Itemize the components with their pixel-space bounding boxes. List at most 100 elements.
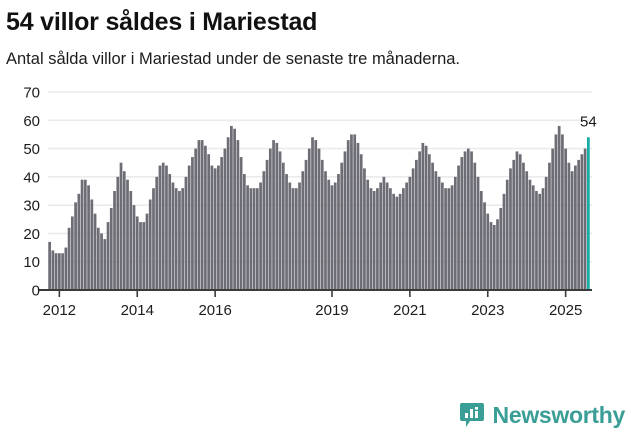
bar[interactable] xyxy=(421,143,425,291)
bar[interactable] xyxy=(418,151,421,291)
bar[interactable] xyxy=(353,134,357,291)
bar[interactable] xyxy=(213,168,217,291)
bar[interactable] xyxy=(135,216,139,291)
bar[interactable] xyxy=(548,162,551,291)
bar[interactable] xyxy=(411,168,415,291)
bar[interactable] xyxy=(90,199,94,291)
bar[interactable] xyxy=(385,182,389,291)
bar[interactable] xyxy=(535,191,538,291)
bar[interactable] xyxy=(83,179,87,291)
bar[interactable] xyxy=(466,148,470,291)
bar[interactable] xyxy=(512,160,516,291)
bar[interactable] xyxy=(129,191,133,291)
bar[interactable] xyxy=(311,137,314,291)
bar[interactable] xyxy=(350,134,353,291)
bar[interactable] xyxy=(161,162,165,291)
bar[interactable] xyxy=(470,151,473,291)
bar[interactable] xyxy=(255,188,259,291)
bar[interactable] xyxy=(460,157,464,291)
bar[interactable] xyxy=(369,188,373,291)
bar[interactable] xyxy=(402,188,405,291)
bar[interactable] xyxy=(583,148,587,291)
bar[interactable] xyxy=(359,154,363,291)
bar[interactable] xyxy=(496,219,499,291)
bar[interactable] xyxy=(74,202,77,291)
bar[interactable] xyxy=(265,160,269,291)
bar[interactable] xyxy=(564,148,568,291)
bar[interactable] xyxy=(343,151,347,291)
bar[interactable] xyxy=(518,154,522,291)
bar[interactable] xyxy=(197,140,201,291)
bar[interactable] xyxy=(554,134,558,291)
bar[interactable] xyxy=(93,213,97,291)
bar[interactable] xyxy=(538,194,542,291)
bar[interactable] xyxy=(242,174,246,291)
bar[interactable] xyxy=(453,177,457,291)
bar[interactable] xyxy=(395,196,399,291)
bar[interactable] xyxy=(119,162,123,291)
bar[interactable] xyxy=(489,222,493,291)
bar[interactable] xyxy=(505,179,509,291)
bar[interactable] xyxy=(178,191,181,291)
bar[interactable] xyxy=(80,179,84,291)
bar[interactable] xyxy=(64,247,68,291)
bar[interactable] xyxy=(226,137,230,291)
bar[interactable] xyxy=(155,177,159,291)
bar[interactable] xyxy=(152,188,155,291)
bar[interactable] xyxy=(337,174,340,291)
bar[interactable] xyxy=(230,126,233,291)
bar[interactable] xyxy=(174,188,178,291)
bar[interactable] xyxy=(405,182,408,291)
bar[interactable] xyxy=(61,253,64,291)
bar[interactable] xyxy=(408,177,412,291)
bar[interactable] xyxy=(168,174,172,291)
bar[interactable] xyxy=(103,239,107,291)
bar[interactable] xyxy=(113,191,116,291)
bar[interactable] xyxy=(567,162,571,291)
bar[interactable] xyxy=(528,179,532,291)
bar[interactable] xyxy=(239,157,243,291)
bar[interactable] xyxy=(356,143,360,291)
bar[interactable] xyxy=(463,151,467,291)
bar[interactable] xyxy=(398,194,402,291)
bar[interactable] xyxy=(288,182,292,291)
bar[interactable] xyxy=(440,182,444,291)
bar[interactable] xyxy=(54,253,58,291)
bar[interactable] xyxy=(96,227,100,291)
bar[interactable] xyxy=(333,182,337,291)
bar[interactable] xyxy=(561,134,564,291)
bar[interactable] xyxy=(272,140,275,291)
bar[interactable] xyxy=(204,145,207,291)
bar[interactable] xyxy=(431,162,434,291)
bar-highlighted[interactable] xyxy=(587,137,590,291)
bar[interactable] xyxy=(551,148,555,291)
bar[interactable] xyxy=(145,213,149,291)
bar[interactable] xyxy=(389,188,392,291)
bar[interactable] xyxy=(473,162,477,291)
bar[interactable] xyxy=(187,165,191,291)
bar[interactable] xyxy=(207,154,211,291)
bar[interactable] xyxy=(574,165,577,291)
bar[interactable] xyxy=(415,160,418,291)
bar[interactable] xyxy=(210,165,214,291)
bar[interactable] xyxy=(301,171,305,291)
bar[interactable] xyxy=(366,179,370,291)
bar[interactable] xyxy=(139,222,142,291)
bar[interactable] xyxy=(268,148,272,291)
bar[interactable] xyxy=(100,233,103,291)
bar[interactable] xyxy=(77,194,81,291)
bar[interactable] xyxy=(577,160,581,291)
bar[interactable] xyxy=(51,250,55,291)
bar[interactable] xyxy=(236,140,240,291)
bar[interactable] xyxy=(246,185,249,291)
bar[interactable] xyxy=(486,213,490,291)
bar[interactable] xyxy=(499,208,503,291)
bar[interactable] xyxy=(126,179,129,291)
bar[interactable] xyxy=(184,177,188,291)
bar[interactable] xyxy=(541,188,545,291)
bar[interactable] xyxy=(346,140,350,291)
bar[interactable] xyxy=(434,171,438,291)
bar[interactable] xyxy=(363,168,366,291)
bar[interactable] xyxy=(317,148,321,291)
bar[interactable] xyxy=(223,148,227,291)
